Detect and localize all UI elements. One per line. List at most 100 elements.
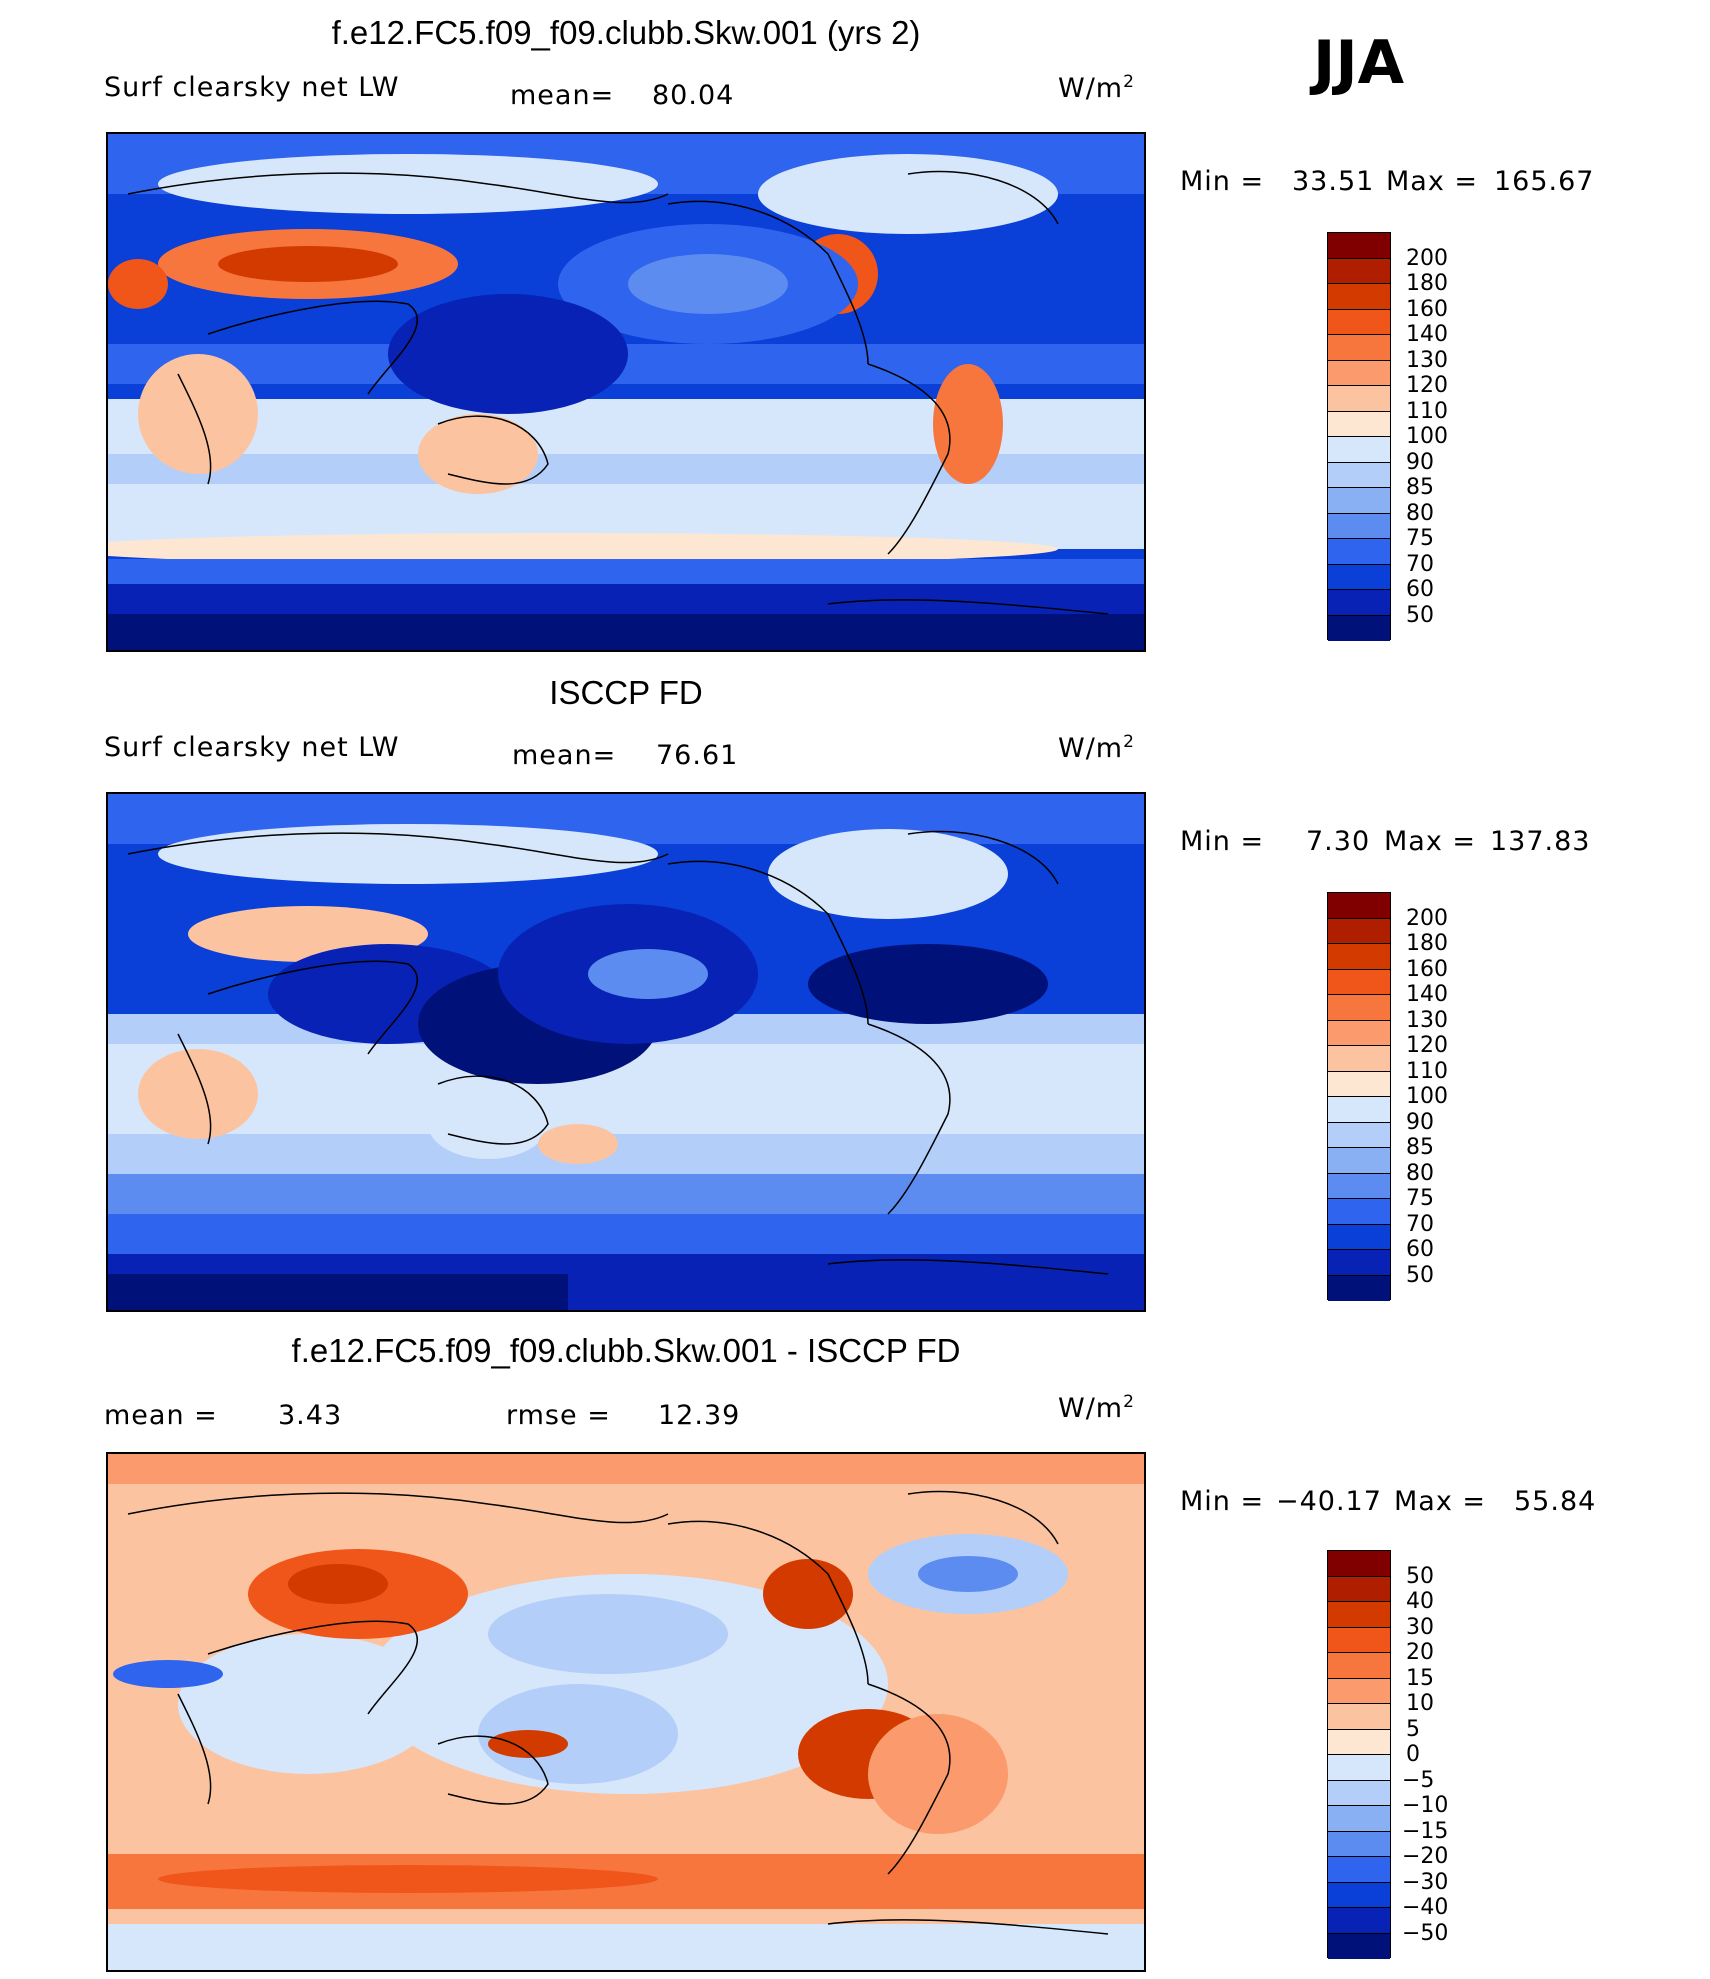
panel1-min-label: Min = [1180, 166, 1265, 197]
colorbar-swatch [1328, 1602, 1390, 1628]
panel2-colorbar [1327, 892, 1391, 1301]
panel2-map [106, 792, 1146, 1312]
colorbar-swatch [1328, 1071, 1390, 1097]
panel1-units-base: W/m [1058, 73, 1124, 104]
colorbar-swatch [1328, 386, 1390, 412]
colorbar-swatch [1328, 1275, 1390, 1301]
panel3-rmse-label: rmse = [506, 1400, 611, 1431]
colorbar-tick-label: 140 [1406, 322, 1448, 347]
panel2-min-value: 7.30 [1306, 826, 1371, 857]
colorbar-tick-label: 130 [1406, 347, 1448, 373]
panel3-units-base: W/m [1058, 1393, 1124, 1424]
colorbar-swatch [1328, 1653, 1390, 1679]
colorbar-swatch [1328, 1148, 1390, 1174]
colorbar-tick-label: −50 [1402, 1920, 1449, 1946]
colorbar-swatch [1328, 1780, 1390, 1806]
panel1-units: W/m2 [1058, 72, 1135, 104]
colorbar-swatch [1328, 918, 1390, 944]
colorbar-swatch [1328, 1020, 1390, 1046]
panel3-max-value: 55.84 [1514, 1486, 1597, 1517]
panel1-max-label: Max = [1386, 166, 1479, 197]
panel2-map-svg [108, 794, 1144, 1310]
panel1-colorbar [1327, 232, 1391, 641]
colorbar-swatch [1328, 995, 1390, 1021]
panel1-map [106, 132, 1146, 652]
colorbar-swatch [1328, 309, 1390, 335]
colorbar-tick-label: 90 [1406, 1109, 1434, 1135]
colorbar-swatch [1328, 335, 1390, 361]
colorbar-swatch [1328, 513, 1390, 539]
panel2-min-label: Min = [1180, 826, 1265, 857]
panel3-min-label: Min = [1180, 1486, 1265, 1517]
panel2-mean-value: 76.61 [656, 740, 739, 771]
panel2-units-exp: 2 [1123, 732, 1135, 752]
colorbar-tick-label: 160 [1406, 296, 1448, 322]
colorbar-tick-label: 100 [1406, 424, 1448, 449]
panel2-title: ISCCP FD [549, 674, 703, 711]
panel1-variable: Surf clearsky net LW [104, 72, 400, 103]
panel1-max-value: 165.67 [1494, 166, 1595, 197]
colorbar-tick-label: 60 [1406, 1237, 1434, 1262]
season-label: JJA [1313, 28, 1405, 98]
colorbar-swatch [1328, 411, 1390, 437]
panel2-max-value: 137.83 [1490, 826, 1591, 857]
colorbar-tick-label: −40 [1402, 1895, 1449, 1920]
colorbar-swatch [1328, 615, 1390, 641]
panel1-mean-value: 80.04 [652, 80, 735, 111]
panel1-mean-label: mean= [510, 80, 615, 111]
panel1-units-exp: 2 [1123, 72, 1135, 92]
colorbar-swatch [1328, 488, 1390, 514]
colorbar-tick-label: 75 [1406, 526, 1434, 551]
colorbar-swatch [1328, 1831, 1390, 1857]
colorbar-tick-label: 110 [1406, 398, 1448, 424]
colorbar-swatch [1328, 258, 1390, 284]
panel2-units-base: W/m [1058, 733, 1124, 764]
colorbar-tick-label: 30 [1406, 1614, 1434, 1640]
panel3-map-svg [108, 1454, 1144, 1970]
colorbar-tick-label: −10 [1402, 1793, 1449, 1818]
colorbar-swatch [1328, 1046, 1390, 1072]
colorbar-swatch [1328, 1882, 1390, 1908]
colorbar-swatch [1328, 1122, 1390, 1148]
panel1-map-svg [108, 134, 1144, 650]
colorbar-tick-label: 180 [1406, 271, 1448, 296]
colorbar-tick-label: 5 [1406, 1716, 1420, 1742]
colorbar-swatch [1328, 1729, 1390, 1755]
colorbar-swatch [1328, 1551, 1390, 1577]
panel3-max-label: Max = [1394, 1486, 1487, 1517]
colorbar-swatch [1328, 1224, 1390, 1250]
panel3-mean-value: 3.43 [278, 1400, 343, 1431]
colorbar-tick-label: 160 [1406, 956, 1448, 982]
colorbar-swatch [1328, 590, 1390, 616]
colorbar-swatch [1328, 969, 1390, 995]
colorbar-swatch [1328, 284, 1390, 310]
colorbar-tick-label: 15 [1406, 1665, 1434, 1691]
colorbar-tick-label: 75 [1406, 1186, 1434, 1211]
colorbar-swatch [1328, 233, 1390, 259]
colorbar-tick-label: 100 [1406, 1084, 1448, 1109]
panel3-title: f.e12.FC5.f09_f09.clubb.Skw.001 - ISCCP … [291, 1332, 961, 1369]
panel2-mean-label: mean= [512, 740, 617, 771]
colorbar-tick-label: 0 [1406, 1742, 1420, 1767]
colorbar-swatch [1328, 1250, 1390, 1276]
panel2-max-label: Max = [1384, 826, 1477, 857]
colorbar-tick-label: −30 [1402, 1869, 1449, 1895]
colorbar-tick-label: 200 [1406, 905, 1448, 931]
colorbar-swatch [1328, 1199, 1390, 1225]
colorbar-swatch [1328, 360, 1390, 386]
colorbar-swatch [1328, 944, 1390, 970]
colorbar-tick-label: 130 [1406, 1007, 1448, 1033]
colorbar-swatch [1328, 462, 1390, 488]
panel3-min-value: −40.17 [1276, 1486, 1382, 1517]
panel1-title: f.e12.FC5.f09_f09.clubb.Skw.001 (yrs 2) [331, 14, 921, 51]
panel3-colorbar [1327, 1550, 1391, 1959]
colorbar-swatch [1328, 1755, 1390, 1781]
colorbar-tick-label: 70 [1406, 1211, 1434, 1237]
colorbar-swatch [1328, 1678, 1390, 1704]
colorbar-swatch [1328, 1806, 1390, 1832]
colorbar-swatch [1328, 1933, 1390, 1959]
panel3-units: W/m2 [1058, 1392, 1135, 1424]
colorbar-tick-label: 70 [1406, 551, 1434, 577]
colorbar-tick-label: 140 [1406, 982, 1448, 1007]
panel1-min-value: 33.51 [1292, 166, 1375, 197]
